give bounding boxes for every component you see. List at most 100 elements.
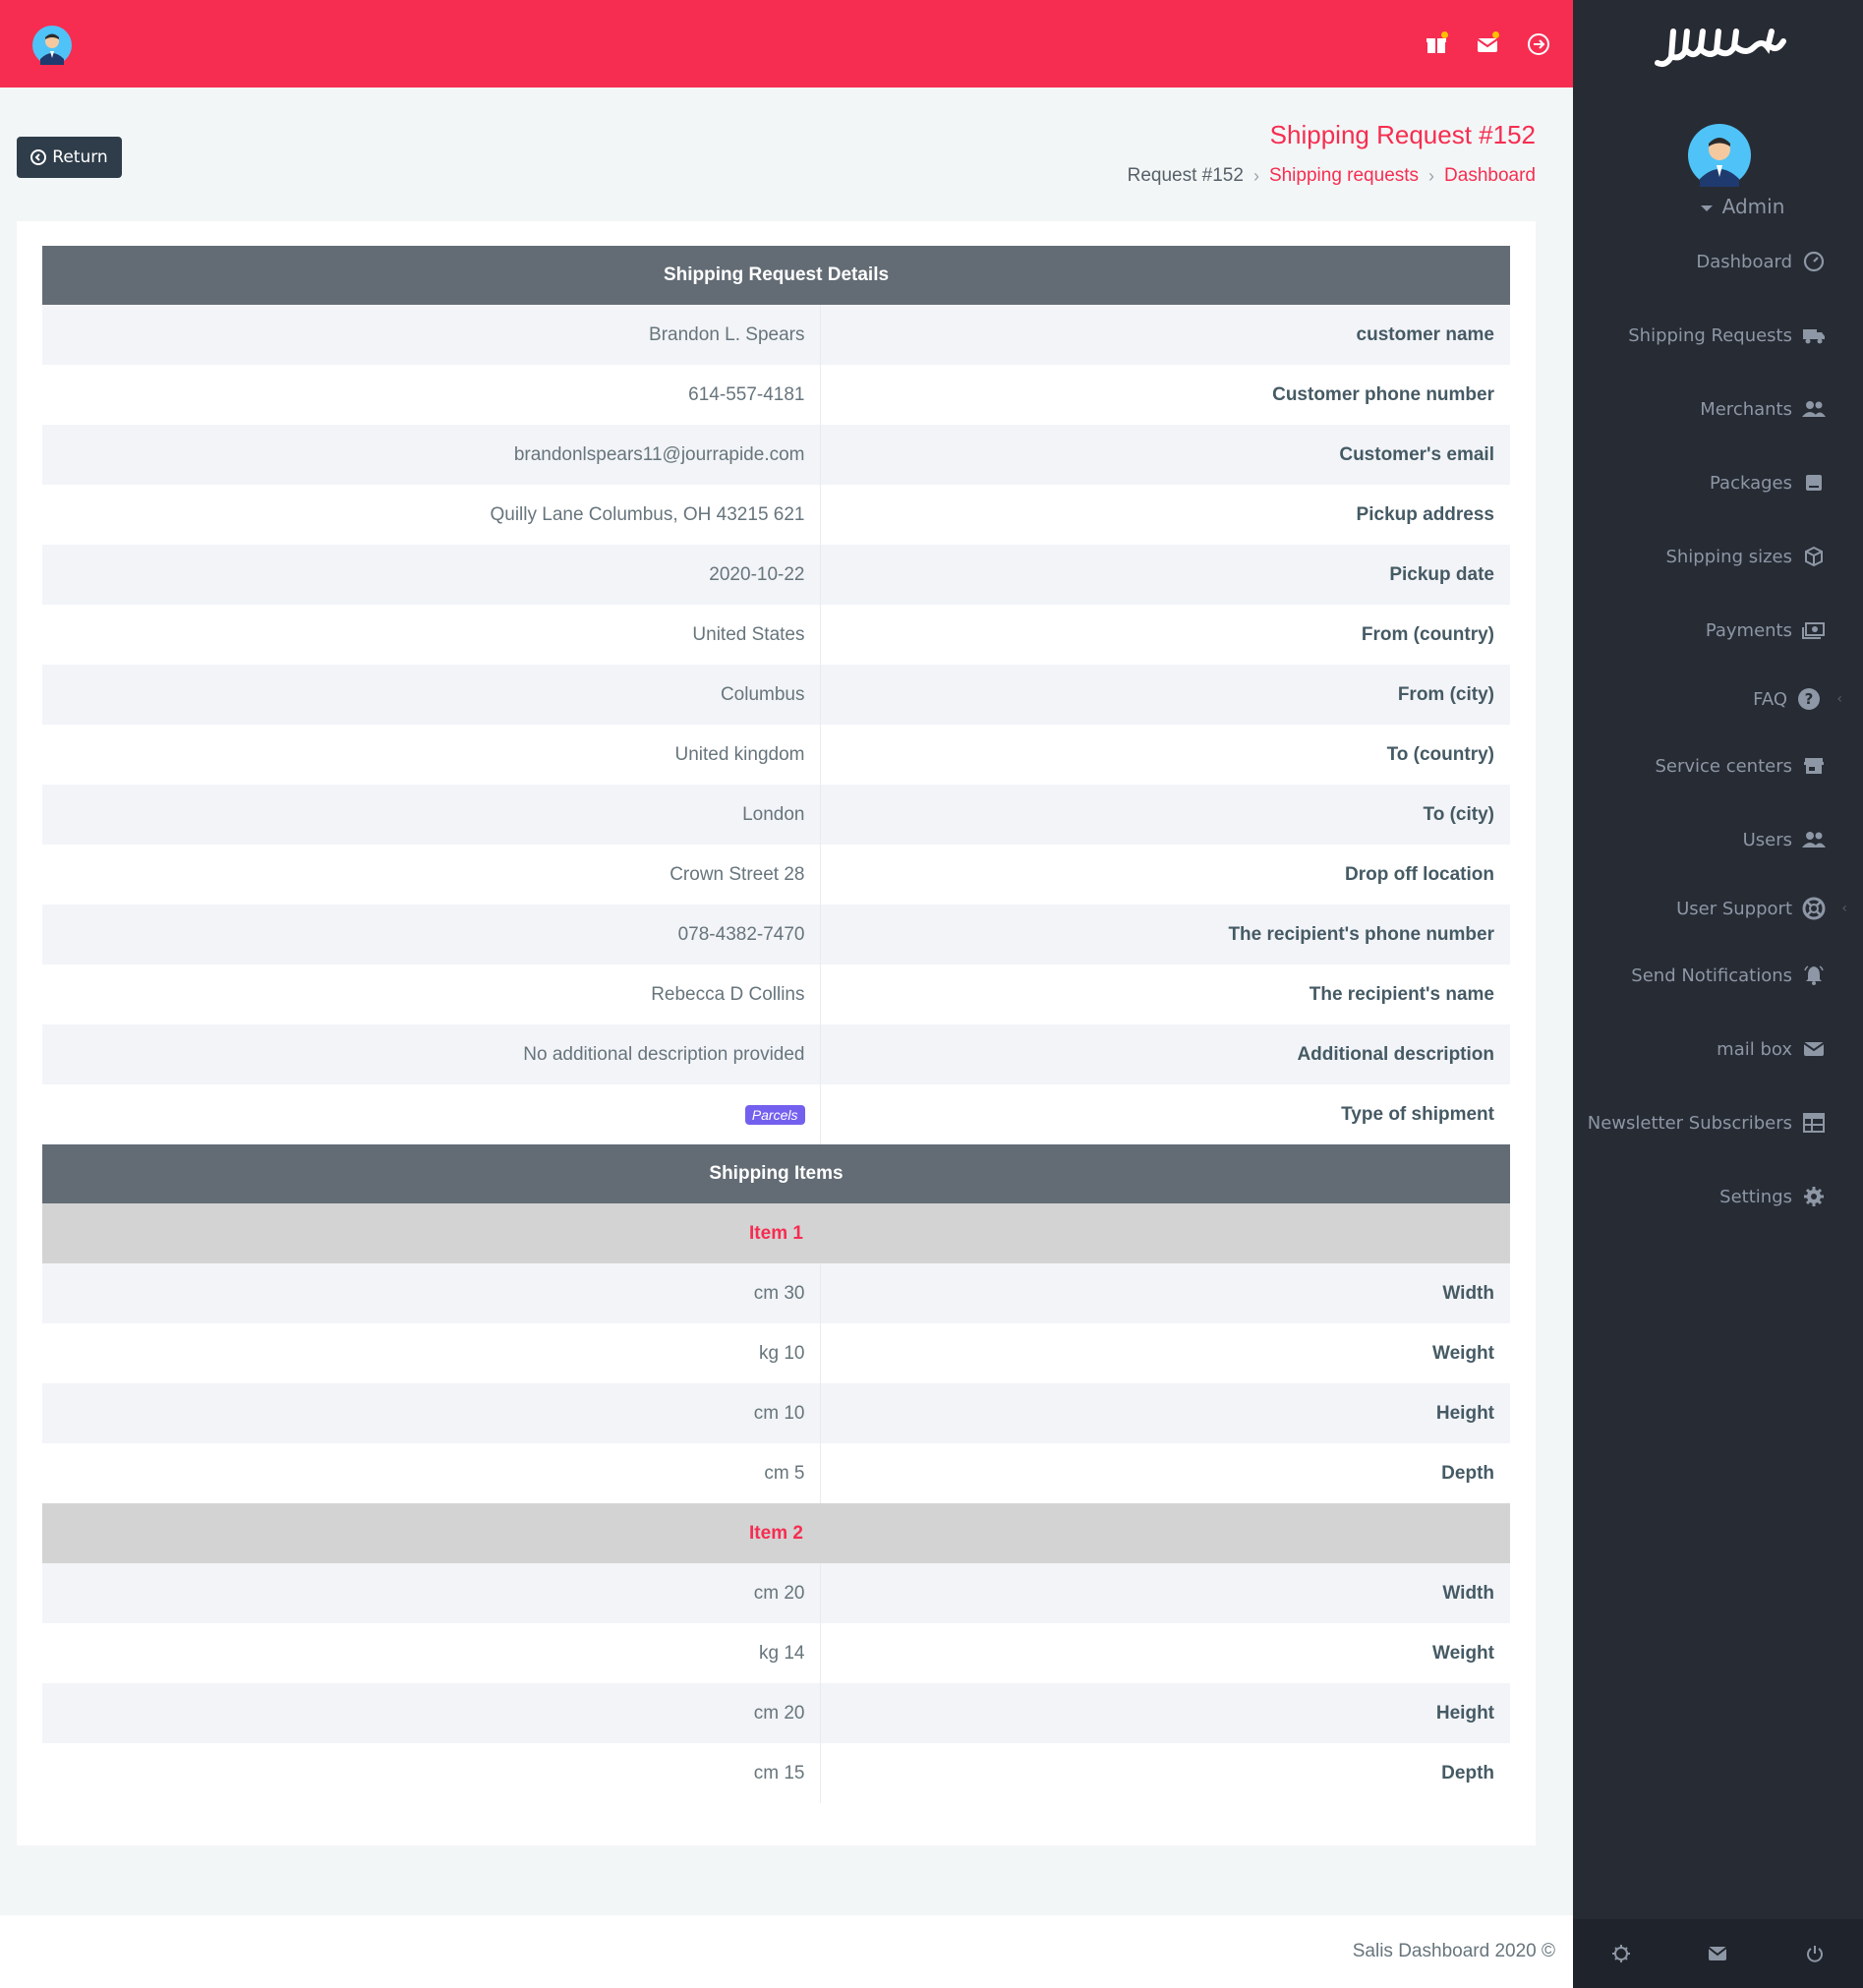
sidebar-item-dashboard[interactable]: Dashboard (1696, 250, 1826, 273)
table-row: kg 10 Weight (42, 1323, 1510, 1383)
table-row: United kingdom To (country) (42, 725, 1510, 785)
sidebar-footer (1573, 1919, 1863, 1988)
lifebuoy-icon (1802, 897, 1826, 920)
sidebar-item-packages[interactable]: Packages (1710, 471, 1826, 495)
field-value: Columbus (42, 665, 821, 725)
field-label: Width (820, 1563, 1510, 1623)
field-label: customer name (820, 305, 1510, 365)
footer-text: Salis Dashboard 2020 © (1352, 1941, 1555, 1961)
brand-logo[interactable] (1652, 18, 1789, 73)
chevron-right-icon: › (1252, 165, 1259, 186)
sidebar-item-payments[interactable]: Payments (1706, 618, 1826, 642)
sidebar-item-shipping-sizes[interactable]: Shipping sizes (1665, 545, 1826, 568)
chevron-right-icon: › (1428, 165, 1435, 186)
sidebar-item-label: Newsletter Subscribers (1587, 1112, 1792, 1134)
field-value: cm 15 (42, 1743, 821, 1803)
users-icon (1802, 397, 1826, 421)
field-label: Additional description (820, 1024, 1510, 1084)
field-label: Customer's email (820, 425, 1510, 485)
sidebar-item-faq[interactable]: FAQ ? ‹ (1753, 687, 1842, 711)
truck-icon (1802, 323, 1826, 347)
page-footer: Salis Dashboard 2020 © (0, 1915, 1573, 1988)
mail-icon[interactable] (1473, 29, 1502, 59)
sidebar: Admin Dashboard Shipping Requests Mercha… (1573, 0, 1863, 1988)
mail-icon (1802, 1037, 1826, 1061)
mail-icon[interactable] (1705, 1941, 1730, 1966)
field-label: From (city) (820, 665, 1510, 725)
table-row: cm 15 Depth (42, 1743, 1510, 1803)
table-row: kg 14 Weight (42, 1623, 1510, 1683)
back-arrow-icon (30, 149, 47, 165)
field-value: No additional description provided (42, 1024, 821, 1084)
field-label: Pickup address (820, 485, 1510, 545)
sidebar-item-label: Dashboard (1696, 251, 1792, 272)
sidebar-item-send-notifications[interactable]: Send Notifications (1631, 964, 1826, 987)
user-menu-toggle[interactable]: Admin (1573, 195, 1863, 218)
field-value: United kingdom (42, 725, 821, 785)
details-table: Shipping Request Details Brandon L. Spea… (42, 246, 1510, 1803)
table-row: London To (city) (42, 785, 1510, 845)
table-row: cm 10 Height (42, 1383, 1510, 1443)
table-row: Rebecca D Collins The recipient's name (42, 965, 1510, 1024)
field-label: Pickup date (820, 545, 1510, 605)
shipment-type-badge: Parcels (744, 1104, 805, 1125)
sidebar-item-user-support[interactable]: User Support ‹ (1676, 897, 1847, 920)
items-heading: Shipping Items (42, 1144, 1510, 1203)
sidebar-item-label: Send Notifications (1631, 965, 1792, 986)
return-button[interactable]: Return (17, 137, 122, 178)
breadcrumb-current: Request #152 (1127, 165, 1244, 186)
sidebar-item-label: Shipping sizes (1665, 546, 1792, 567)
user-avatar-icon[interactable] (32, 26, 72, 65)
sidebar-item-merchants[interactable]: Merchants (1700, 397, 1826, 421)
return-label: Return (52, 147, 108, 167)
breadcrumb-dashboard[interactable]: Dashboard (1444, 165, 1536, 186)
sidebar-item-newsletter-subscribers[interactable]: Newsletter Subscribers (1588, 1111, 1826, 1135)
field-label: The recipient's phone number (820, 905, 1510, 965)
sidebar-item-service-centers[interactable]: Service centers (1655, 754, 1826, 778)
cube-icon (1802, 545, 1826, 568)
field-value: brandonlspears11@jourrapide.com (42, 425, 821, 485)
package-icon (1802, 471, 1826, 495)
table-row: United States From (country) (42, 605, 1510, 665)
field-label: Height (820, 1683, 1510, 1743)
bell-icon (1802, 964, 1826, 987)
table-row: Columbus From (city) (42, 665, 1510, 725)
field-value: Crown Street 28 (42, 845, 821, 905)
field-label: Width (820, 1263, 1510, 1323)
sidebar-item-shipping-requests[interactable]: Shipping Requests (1628, 323, 1826, 347)
field-value: Quilly Lane Columbus, OH 43215 621 (42, 485, 821, 545)
details-card: Shipping Request Details Brandon L. Spea… (17, 221, 1536, 1845)
field-label: Depth (820, 1743, 1510, 1803)
field-value: United States (42, 605, 821, 665)
table-icon (1802, 1111, 1826, 1135)
gift-icon[interactable] (1422, 29, 1451, 59)
field-value: London (42, 785, 821, 845)
field-label: Customer phone number (820, 365, 1510, 425)
sidebar-item-label: FAQ (1753, 688, 1787, 710)
sidebar-item-settings[interactable]: Settings (1719, 1185, 1826, 1208)
field-value: 078-4382-7470 (42, 905, 821, 965)
cash-icon (1802, 618, 1826, 642)
breadcrumb-shipping-requests[interactable]: Shipping requests (1268, 165, 1420, 186)
table-row: cm 20 Width (42, 1563, 1510, 1623)
logout-icon[interactable] (1524, 29, 1553, 59)
field-label: To (country) (820, 725, 1510, 785)
table-row: 078-4382-7470 The recipient's phone numbe… (42, 905, 1510, 965)
field-value: Brandon L. Spears (42, 305, 821, 365)
table-row: brandonlspears11@jourrapide.com Customer'… (42, 425, 1510, 485)
gear-icon[interactable] (1608, 1941, 1634, 1966)
field-value: 2020-10-22 (42, 545, 821, 605)
sidebar-item-label: Shipping Requests (1628, 324, 1792, 346)
field-label: Depth (820, 1443, 1510, 1503)
breadcrumb: Request #152 › Shipping requests › Dashb… (1128, 165, 1536, 187)
field-value: Parcels (42, 1084, 821, 1144)
sidebar-item-label: Packages (1710, 472, 1792, 494)
sidebar-item-users[interactable]: Users (1743, 828, 1826, 851)
chevron-left-icon: ‹ (1841, 901, 1847, 916)
help-icon: ? (1797, 687, 1821, 711)
admin-avatar-icon[interactable] (1688, 124, 1751, 187)
table-row: 2020-10-22 Pickup date (42, 545, 1510, 605)
sidebar-item-mail-box[interactable]: mail box (1717, 1037, 1826, 1061)
power-icon[interactable] (1802, 1941, 1828, 1966)
top-bar (0, 0, 1573, 88)
